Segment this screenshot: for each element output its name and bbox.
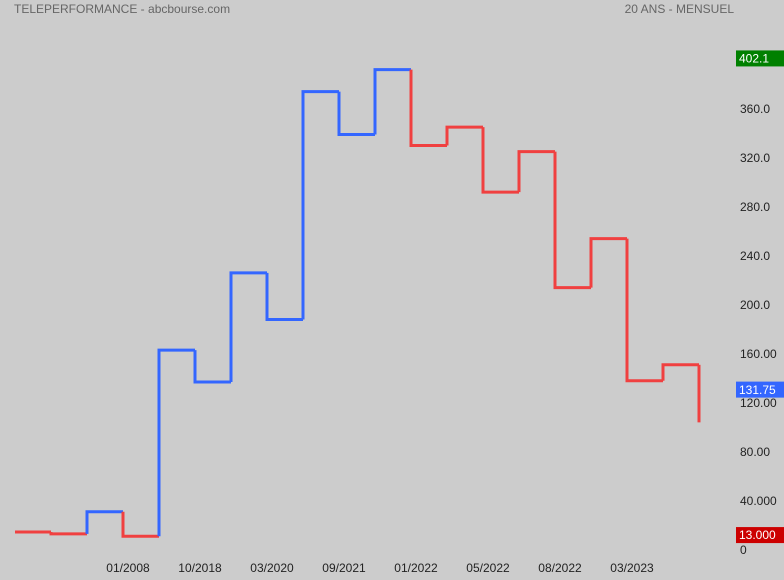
step-line bbox=[301, 90, 339, 320]
y-tick-label: 320.0 bbox=[740, 151, 770, 165]
x-tick-label: 01/2022 bbox=[394, 561, 438, 575]
y-tick-label: 120.00 bbox=[740, 396, 777, 410]
y-tick-label: 0 bbox=[740, 543, 747, 557]
y-tick-label: 280.0 bbox=[740, 200, 770, 214]
y-tick-label: 240.0 bbox=[740, 249, 770, 263]
x-tick-label: 05/2022 bbox=[466, 561, 510, 575]
y-tick-label: 80.00 bbox=[740, 445, 770, 459]
price-marker bbox=[736, 50, 784, 67]
y-tick-label: 360.0 bbox=[740, 102, 770, 116]
x-tick-label: 03/2023 bbox=[610, 561, 654, 575]
y-tick-label: 200.0 bbox=[740, 298, 770, 312]
price-marker-label: 13.000 bbox=[739, 528, 776, 542]
x-tick-label: 10/2018 bbox=[178, 561, 222, 575]
step-line bbox=[49, 532, 87, 536]
price-marker-label: 131.75 bbox=[739, 383, 776, 397]
step-line bbox=[265, 272, 303, 321]
step-line bbox=[373, 68, 411, 135]
chart-title: TELEPERFORMANCE - abcbourse.com bbox=[14, 2, 230, 16]
price-marker bbox=[736, 381, 784, 398]
step-line bbox=[481, 127, 519, 194]
price-marker-label: 402.1 bbox=[739, 52, 769, 66]
step-line bbox=[337, 91, 375, 136]
chart-subtitle: 20 ANS - MENSUEL bbox=[625, 2, 735, 16]
step-line bbox=[193, 350, 231, 384]
step-line bbox=[661, 363, 699, 381]
step-line bbox=[409, 69, 447, 148]
step-line bbox=[157, 348, 195, 537]
step-line bbox=[85, 510, 123, 534]
step-line bbox=[121, 511, 159, 538]
x-tick-label: 09/2021 bbox=[322, 561, 366, 575]
step-line bbox=[445, 125, 483, 146]
step-line bbox=[517, 150, 555, 193]
step-line bbox=[229, 271, 267, 382]
y-tick-label: 40.000 bbox=[740, 494, 777, 508]
price-marker bbox=[736, 527, 784, 544]
x-tick-label: 03/2020 bbox=[250, 561, 294, 575]
x-tick-label: 01/2008 bbox=[106, 561, 150, 575]
x-tick-label: 08/2022 bbox=[538, 561, 582, 575]
step-line bbox=[625, 238, 663, 383]
step-line bbox=[553, 151, 591, 290]
step-line bbox=[589, 237, 627, 288]
y-tick-label: 160.00 bbox=[740, 347, 777, 361]
